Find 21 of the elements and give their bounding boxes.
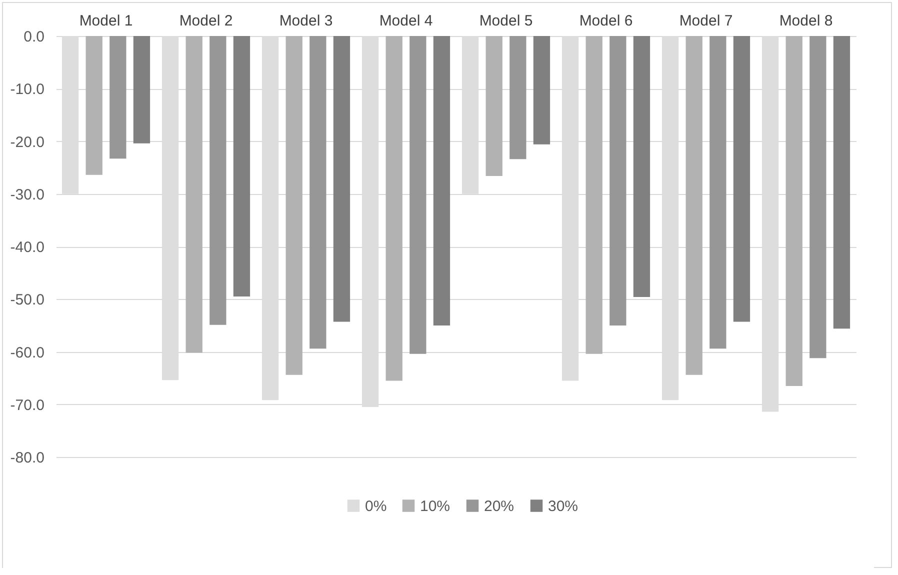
y-tick-label: -60.0	[10, 344, 44, 362]
x-tick-label: Model 4	[379, 12, 433, 30]
x-tick-label: Model 6	[579, 12, 633, 30]
x-tick-label: Model 1	[79, 12, 133, 30]
y-tick-label: -80.0	[10, 450, 44, 466]
x-tick-label: Model 5	[479, 12, 533, 30]
legend-label: 0%	[365, 498, 387, 515]
y-tick-label: -10.0	[10, 81, 44, 98]
legend-label: 20%	[484, 498, 514, 515]
y-tick-label: -50.0	[10, 292, 44, 309]
x-tick-label: Model 7	[679, 12, 733, 30]
x-tick-label: Model 2	[179, 12, 233, 30]
y-tick-label: -30.0	[10, 186, 44, 204]
y-tick-label: -40.0	[10, 239, 44, 256]
y-tick-label: 0.0	[24, 28, 44, 46]
y-tick-label: -20.0	[10, 134, 44, 151]
x-tick-label: Model 8	[779, 12, 833, 30]
legend-label: 10%	[420, 498, 450, 515]
x-tick-label: Model 3	[279, 12, 333, 30]
y-tick-label: -70.0	[10, 396, 44, 414]
legend-label: 30%	[548, 498, 578, 515]
